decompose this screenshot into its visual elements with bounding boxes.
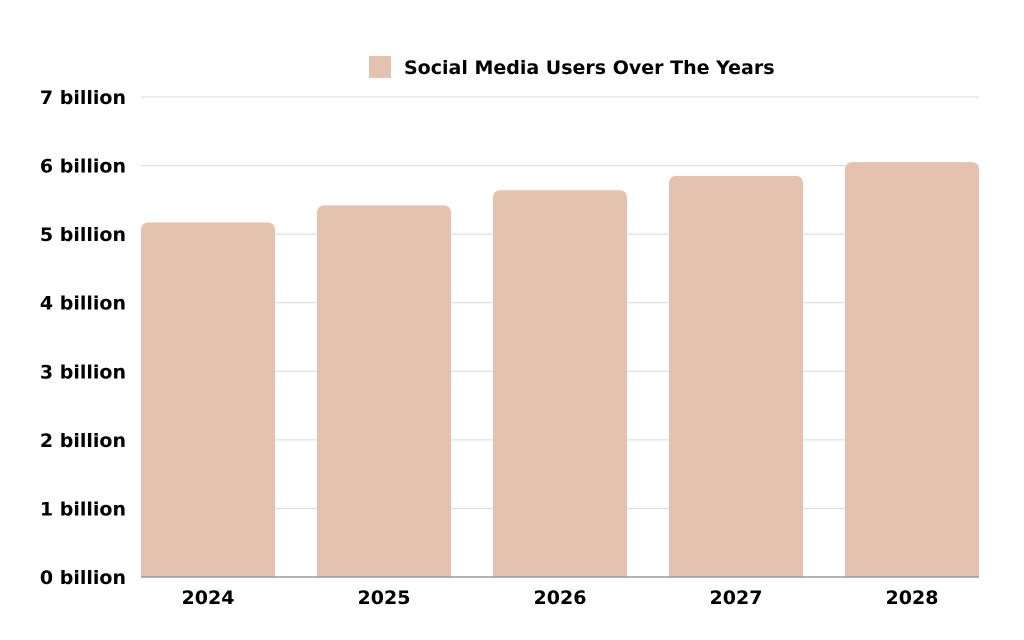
y-tick-label: 1 billion <box>40 498 126 520</box>
y-tick-label: 2 billion <box>40 430 126 452</box>
bar-2027 <box>669 175 803 577</box>
y-tick-label: 3 billion <box>40 361 126 383</box>
y-tick-label: 4 billion <box>40 293 126 315</box>
x-tick-label: 2026 <box>534 587 587 609</box>
bar-2028 <box>845 162 979 577</box>
x-axis-tick-labels: 2024 2025 2026 2027 2028 <box>182 587 939 609</box>
y-axis-tick-labels: 0 billion 1 billion 2 billion 3 billion 4 bi… <box>40 87 126 589</box>
bar-2024 <box>141 222 275 577</box>
y-tick-label: 6 billion <box>40 156 126 178</box>
bar-2026 <box>493 190 627 577</box>
x-tick-label: 2024 <box>182 587 235 609</box>
legend-label: Social Media Users Over The Years <box>404 57 775 79</box>
bar-2025 <box>317 205 451 578</box>
legend: Social Media Users Over The Years <box>369 56 775 79</box>
y-tick-label: 5 billion <box>40 224 126 246</box>
legend-swatch <box>369 56 391 78</box>
x-tick-label: 2028 <box>886 587 939 609</box>
bars <box>141 162 979 578</box>
y-tick-label: 7 billion <box>40 87 126 109</box>
y-tick-label: 0 billion <box>40 567 126 589</box>
x-tick-label: 2025 <box>358 587 411 609</box>
x-tick-label: 2027 <box>710 587 763 609</box>
